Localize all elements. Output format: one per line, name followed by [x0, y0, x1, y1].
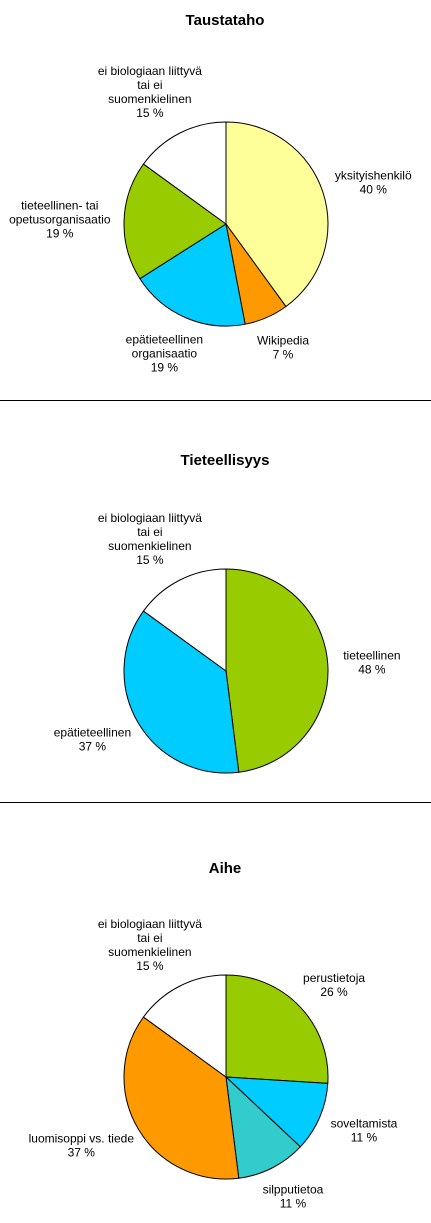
value-label: 48 % — [358, 663, 386, 677]
category-label: ei biologiaan liittyvä tai ei suomenkielin… — [98, 511, 202, 553]
pie-slice — [142, 121, 227, 225]
value-label: 19 % — [46, 227, 74, 241]
value-label: 37 % — [79, 739, 107, 753]
category-label: ei biologiaan liittyvä tai ei suomenkielin… — [98, 917, 202, 959]
pie-slice — [123, 1016, 240, 1180]
pie-slice — [139, 223, 246, 327]
pie-slice — [123, 163, 227, 280]
value-label: 11 % — [351, 1130, 378, 1144]
pie-slice — [225, 121, 329, 308]
value-label: 19 % — [151, 361, 179, 375]
pie-slice — [123, 610, 240, 774]
slice-label: ei biologiaan liittyvä tai ei suomenkielin… — [98, 917, 202, 973]
pie-slice — [142, 568, 227, 672]
value-label: 7 % — [273, 347, 294, 361]
slice-label: ei biologiaan liittyvä tai ei suomenkielin… — [98, 511, 202, 567]
category-label: yksityishenkilö — [335, 168, 412, 182]
chart-title: Tieteellisyys — [181, 452, 270, 469]
chart-title: Taustataho — [186, 12, 265, 29]
pie-slice — [142, 974, 227, 1078]
category-label: soveltamista — [331, 1116, 398, 1130]
category-label: tieteellinen — [343, 649, 400, 663]
value-label: 26 % — [320, 985, 348, 999]
category-label: tieteellinen- tai opetusorganisaatio — [9, 199, 111, 227]
value-label: 37 % — [68, 1145, 96, 1159]
pie-slice — [225, 974, 329, 1084]
slice-label: ei biologiaan liittyvä tai ei suomenkielin… — [98, 64, 202, 120]
value-label: 40 % — [360, 182, 388, 196]
category-label: Wikipedia — [257, 333, 309, 347]
category-label: silpputietoa — [263, 1183, 324, 1197]
category-label: epätieteellinen organisaatio — [126, 333, 203, 361]
chart-title: Aihe — [209, 860, 242, 877]
pie-slice — [225, 1075, 302, 1179]
pie-slice — [225, 568, 329, 773]
category-label: luomisoppi vs. tiede — [29, 1131, 135, 1145]
pie-slice — [224, 1076, 329, 1148]
category-label: epätieteellinen — [54, 725, 131, 739]
value-label: 15 % — [136, 959, 164, 973]
category-label: ei biologiaan liittyvä tai ei suomenkielin… — [98, 64, 202, 106]
value-label: 15 % — [136, 106, 164, 120]
value-label: 15 % — [136, 553, 164, 567]
category-label: perustietoja — [303, 971, 365, 985]
value-label: 11 % — [280, 1197, 307, 1211]
